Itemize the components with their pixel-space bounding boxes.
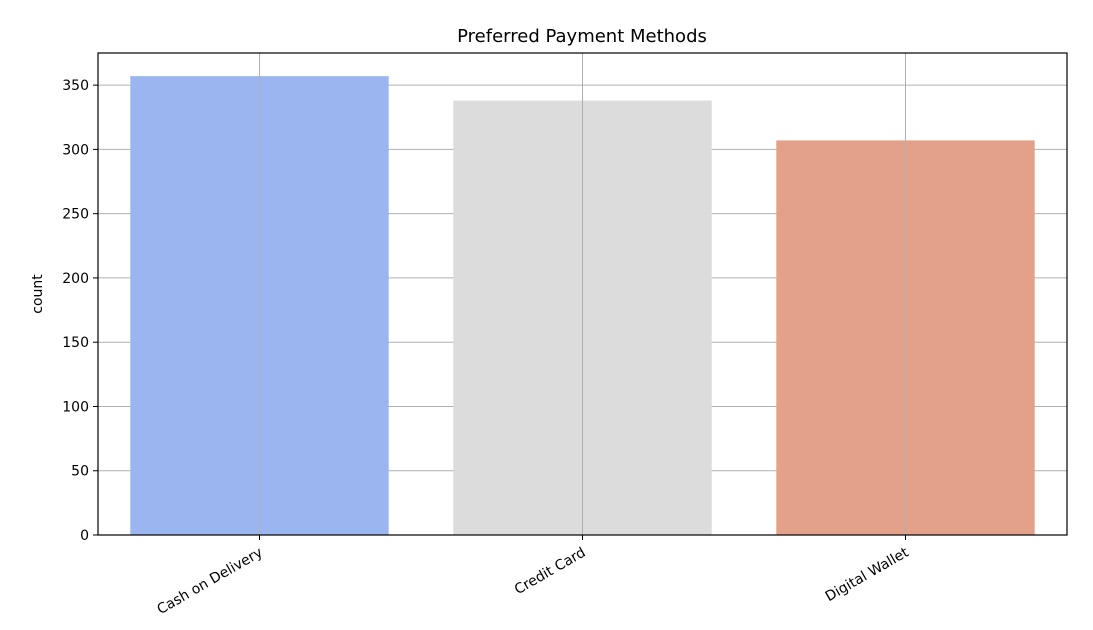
x-tick-label: Cash on Delivery (154, 545, 265, 618)
y-tick-label: 350 (62, 78, 89, 94)
y-tick-label: 200 (62, 271, 89, 287)
x-tick-label: Digital Wallet (823, 544, 912, 605)
y-axis-label: count (30, 274, 46, 314)
x-axis-ticks: Cash on Delivery Credit Card Digital Walle… (154, 535, 912, 618)
y-tick-label: 300 (62, 142, 89, 158)
y-tick-label: 100 (62, 399, 89, 415)
chart-title: Preferred Payment Methods (457, 26, 707, 47)
y-axis-ticks: 0 50 100 150 200 250 300 350 (62, 78, 98, 544)
y-tick-label: 50 (71, 464, 89, 480)
x-tick-label: Credit Card (512, 545, 589, 599)
x-gridlines (259, 53, 906, 535)
y-tick-label: 150 (62, 335, 89, 351)
y-tick-label: 0 (80, 528, 89, 544)
y-tick-label: 250 (62, 207, 89, 223)
